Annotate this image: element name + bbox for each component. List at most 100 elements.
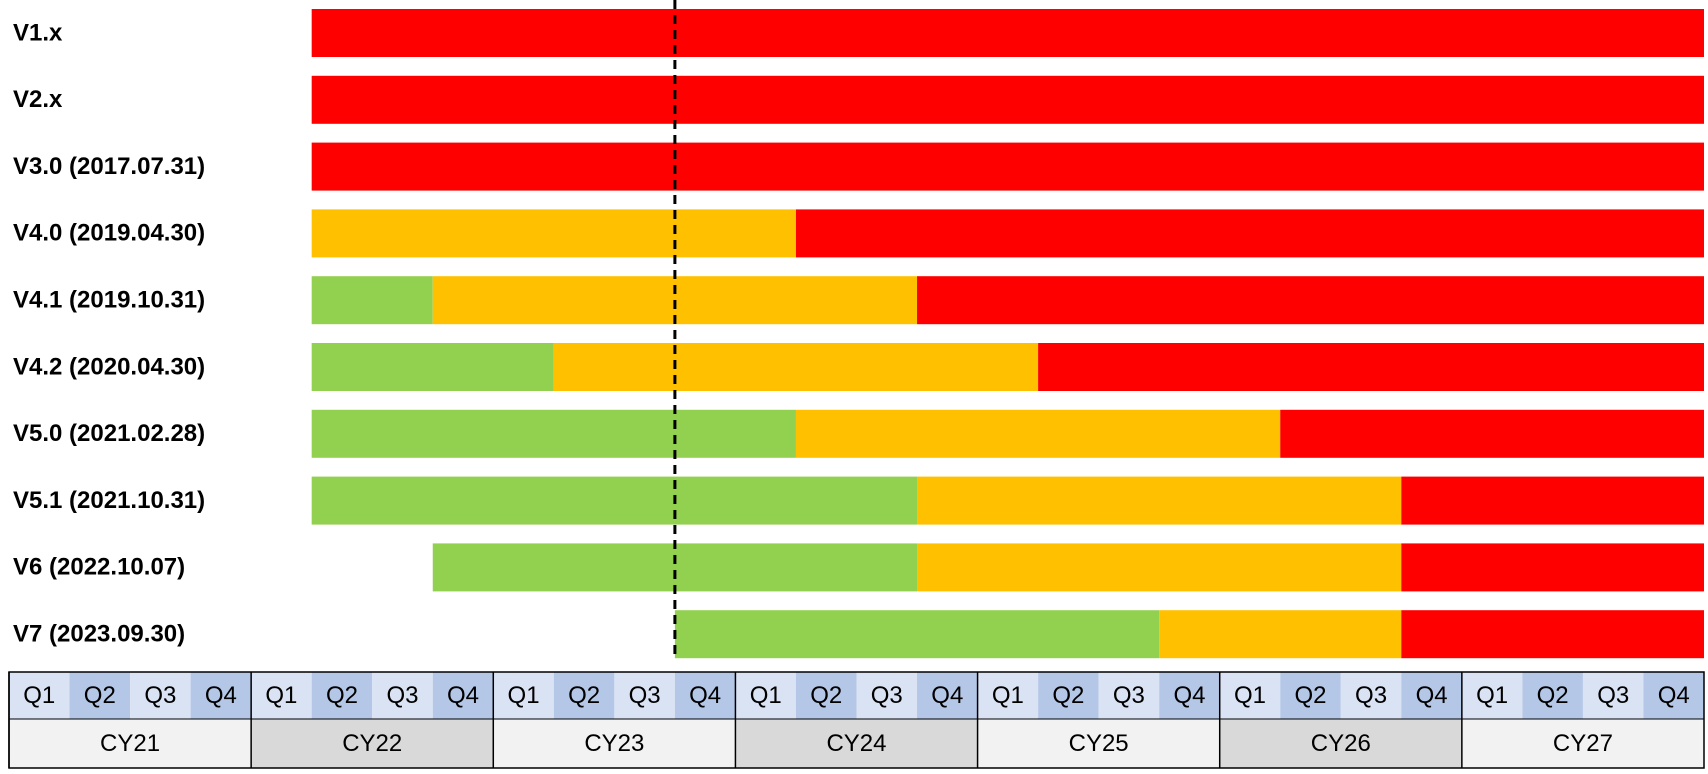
bar-segment bbox=[311, 9, 1704, 57]
quarter-cell bbox=[674, 672, 736, 719]
row-label: V5.1 (2021.10.31) bbox=[13, 487, 205, 514]
year-cell bbox=[1461, 719, 1704, 768]
quarter-label: Q1 bbox=[1476, 682, 1508, 709]
year-cell bbox=[735, 719, 978, 768]
quarter-cell bbox=[1219, 672, 1281, 719]
quarter-label: Q3 bbox=[386, 682, 418, 709]
year-label: CY21 bbox=[100, 730, 160, 757]
quarter-label: Q3 bbox=[1355, 682, 1387, 709]
quarter-cell bbox=[311, 672, 373, 719]
quarter-cell bbox=[1159, 672, 1220, 719]
quarter-label: Q4 bbox=[931, 682, 963, 709]
bar-segment bbox=[311, 75, 1704, 124]
year-label: CY26 bbox=[1311, 730, 1371, 757]
row-label: V6 (2022.10.07) bbox=[13, 554, 185, 581]
year-cell bbox=[977, 719, 1220, 768]
quarter-label: Q1 bbox=[1234, 682, 1266, 709]
quarter-cell bbox=[856, 672, 918, 719]
quarter-cell bbox=[1401, 672, 1462, 719]
quarter-cell bbox=[432, 672, 494, 719]
quarter-label: Q2 bbox=[1052, 682, 1084, 709]
bar-segment bbox=[311, 276, 433, 325]
quarter-cell bbox=[190, 672, 252, 719]
year-label: CY22 bbox=[342, 730, 402, 757]
bar-segment bbox=[553, 343, 1039, 391]
year-label: CY24 bbox=[826, 730, 886, 757]
year-cell bbox=[1219, 719, 1462, 768]
bar-segment bbox=[311, 209, 796, 258]
row-label: V5.0 (2021.02.28) bbox=[13, 420, 205, 447]
quarter-label: Q4 bbox=[1658, 682, 1690, 709]
quarter-label: Q2 bbox=[568, 682, 600, 709]
bar-segment bbox=[311, 142, 1704, 191]
year-cell bbox=[493, 719, 736, 768]
quarter-label: Q3 bbox=[629, 682, 661, 709]
year-cell bbox=[251, 719, 494, 768]
quarter-label: Q2 bbox=[1295, 682, 1327, 709]
bar-segment bbox=[1280, 409, 1704, 458]
bar-segment bbox=[1159, 610, 1402, 659]
quarter-label: Q4 bbox=[447, 682, 479, 709]
quarter-label: Q1 bbox=[750, 682, 782, 709]
row-label: V1.x bbox=[13, 19, 63, 46]
quarter-label: Q2 bbox=[326, 682, 358, 709]
quarter-cell bbox=[553, 672, 615, 719]
bar-segment bbox=[795, 209, 1704, 258]
quarter-label: Q3 bbox=[144, 682, 176, 709]
row-label: V4.0 (2019.04.30) bbox=[13, 220, 205, 247]
year-label: CY27 bbox=[1553, 730, 1613, 757]
row-label: V4.1 (2019.10.31) bbox=[13, 287, 205, 314]
quarter-cell bbox=[977, 672, 1039, 719]
bar-segment bbox=[917, 276, 1704, 325]
quarter-cell bbox=[1340, 672, 1402, 719]
row-label: V2.x bbox=[13, 86, 63, 113]
quarter-cell bbox=[1280, 672, 1341, 719]
quarter-cell bbox=[1582, 672, 1644, 719]
quarter-cell bbox=[1461, 672, 1523, 719]
quarter-label: Q4 bbox=[689, 682, 721, 709]
year-label: CY25 bbox=[1069, 730, 1129, 757]
quarter-label: Q1 bbox=[23, 682, 55, 709]
quarter-label: Q4 bbox=[1416, 682, 1448, 709]
row-label: V7 (2023.09.30) bbox=[13, 621, 185, 648]
quarter-label: Q2 bbox=[1537, 682, 1569, 709]
quarter-label: Q3 bbox=[1597, 682, 1629, 709]
quarter-cell bbox=[1643, 672, 1704, 719]
table-border bbox=[8, 671, 1705, 769]
row-label: V3.0 (2017.07.31) bbox=[13, 153, 205, 180]
quarter-label: Q1 bbox=[508, 682, 540, 709]
bar-segment bbox=[1401, 543, 1704, 592]
bar-segment bbox=[917, 476, 1402, 525]
quarter-cell bbox=[917, 672, 978, 719]
bar-segment bbox=[432, 543, 918, 592]
bar-segment bbox=[311, 476, 918, 525]
quarter-label: Q1 bbox=[265, 682, 297, 709]
quarter-cell bbox=[130, 672, 191, 719]
quarter-label: Q1 bbox=[992, 682, 1024, 709]
quarter-cell bbox=[493, 672, 554, 719]
quarter-cell bbox=[251, 672, 312, 719]
quarter-cell bbox=[1038, 672, 1099, 719]
year-cell bbox=[9, 719, 252, 768]
quarter-cell bbox=[735, 672, 796, 719]
quarter-cell bbox=[795, 672, 857, 719]
bar-segment bbox=[311, 409, 796, 458]
quarter-cell bbox=[1098, 672, 1160, 719]
quarter-cell bbox=[9, 672, 70, 719]
quarter-label: Q3 bbox=[871, 682, 903, 709]
quarter-label: Q2 bbox=[84, 682, 116, 709]
quarter-cell bbox=[1522, 672, 1583, 719]
bar-segment bbox=[1401, 476, 1704, 525]
quarter-cell bbox=[614, 672, 675, 719]
quarter-label: Q4 bbox=[205, 682, 237, 709]
quarter-cell bbox=[69, 672, 131, 719]
bar-segment bbox=[917, 543, 1402, 592]
bar-segment bbox=[674, 610, 1160, 659]
bar-segment bbox=[1401, 610, 1704, 659]
bar-segment bbox=[311, 343, 554, 391]
quarter-label: Q3 bbox=[1113, 682, 1145, 709]
bar-segment bbox=[1038, 343, 1704, 391]
row-label: V4.2 (2020.04.30) bbox=[13, 353, 205, 380]
